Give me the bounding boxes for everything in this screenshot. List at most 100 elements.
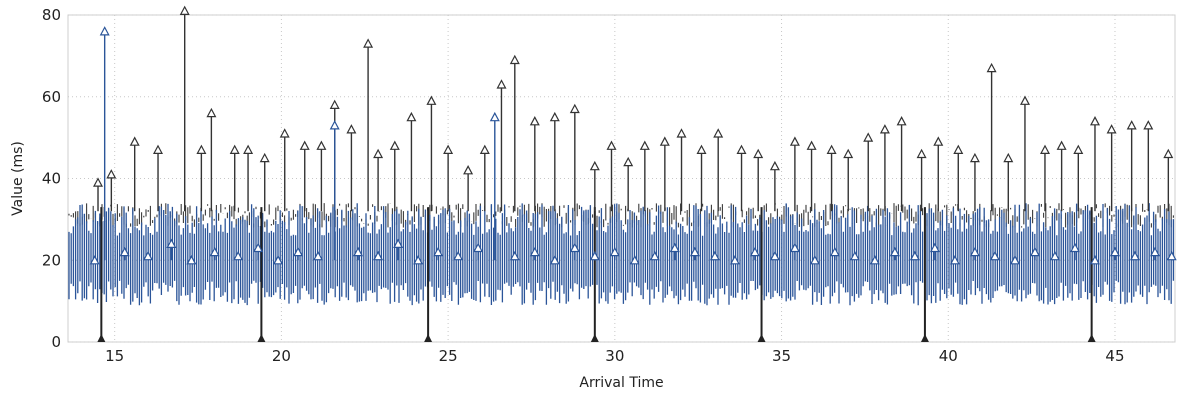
series-2-point [393,238,404,248]
x-tick-label: 30 [605,347,624,365]
series-1-point [659,136,670,146]
series-1-point [346,124,357,134]
axis-layer: 15 20 25 30 35 40 45 0 20 40 60 80 [42,6,1125,365]
x-tick-label: 15 [105,347,124,365]
series-1-point [179,5,190,15]
series-1-point [363,38,374,48]
series-2-point [1010,255,1020,265]
y-tick-label: 40 [42,170,61,188]
series-2-point [589,250,600,261]
series-2-point [353,246,364,257]
series-1-point [259,152,270,163]
series-2-point [609,246,620,257]
series-1-point [1056,140,1067,150]
series-1-point [243,144,254,154]
series-2-point [89,255,100,265]
series-1-point [843,148,854,159]
series-1-point [529,116,540,126]
y-tick-label: 60 [42,88,61,106]
series-1-point [1040,144,1050,154]
series-1-point [769,160,780,171]
series-2-point [729,255,740,265]
x-tick-label: 40 [939,347,958,365]
series-1-point [206,107,217,118]
series-2-point [869,255,880,265]
series-1-point [1020,95,1030,105]
series-1-point [589,160,600,171]
series-2-point [329,120,340,130]
series-2-point [413,255,424,265]
series-2-point [293,246,304,257]
x-axis-title: Arrival Time [579,375,663,391]
series-1-point [1126,120,1137,130]
series-2-point [433,246,444,257]
series-2-point [509,250,520,261]
series-2-point [1110,246,1120,257]
series-2-point [569,242,580,253]
series-1-point [299,140,310,150]
series-1-point [106,169,117,179]
series-2-point [529,246,540,257]
series-1-point [496,79,507,89]
series-1-point [676,128,687,138]
series-2-point [373,250,384,261]
y-tick-label: 0 [51,333,61,351]
series-1-point [1143,120,1154,130]
series-2-point [909,250,920,261]
series-2-point [313,250,324,261]
series-2-point [1150,246,1160,257]
series-2-point [929,242,940,253]
series-1-point [969,152,980,163]
series-1-point [389,140,400,150]
y-axis-title: Value (ms) [10,141,26,216]
series-2-point [829,246,840,257]
series-1-point [986,62,997,73]
series-2-point [186,255,197,265]
baseline-dip-marker [757,334,766,342]
x-tick-label: 45 [1105,347,1124,365]
series-1-point [443,144,454,154]
y-tick-label: 80 [42,6,61,24]
x-tick-label: 35 [772,347,791,365]
series-2-point [969,246,980,257]
series-2-point [989,250,1000,261]
series-1-point [623,156,634,167]
series-1-point [736,144,747,154]
series-1-point [426,95,437,105]
series-1-point [789,136,800,146]
series-1-point [639,140,650,150]
series-2-point [209,246,220,257]
series-1-point [753,148,764,159]
series-1-point [229,144,240,154]
y-tick-label: 20 [42,251,61,269]
series-2-point [166,238,177,248]
series-2-point [473,242,484,253]
series-2-point [1130,250,1140,261]
series-1-point [1003,152,1014,163]
series-1-point [896,116,907,126]
series-1-point [879,124,890,134]
series-1-point [806,140,817,150]
series-2-point [649,250,660,261]
series-1-point [329,99,340,109]
series-2-point [1090,255,1100,265]
series-1-point [373,148,384,159]
series-1-point [406,111,417,122]
series-2-point [1050,250,1060,261]
series-2-point [789,242,800,253]
series-1-point [463,165,474,175]
series-1-point [569,103,580,114]
series-1-point [606,140,617,150]
series-1-point [826,144,837,154]
series-1-point [279,128,290,138]
baseline-dip-marker [1087,334,1096,342]
baseline-dip-marker [97,334,106,342]
series-1-point [549,111,560,122]
series-1-point [1106,124,1117,134]
series-2-point [749,246,760,257]
series-2-point [233,250,244,261]
series-1-point [196,144,207,154]
baseline-dip-marker [590,334,599,342]
